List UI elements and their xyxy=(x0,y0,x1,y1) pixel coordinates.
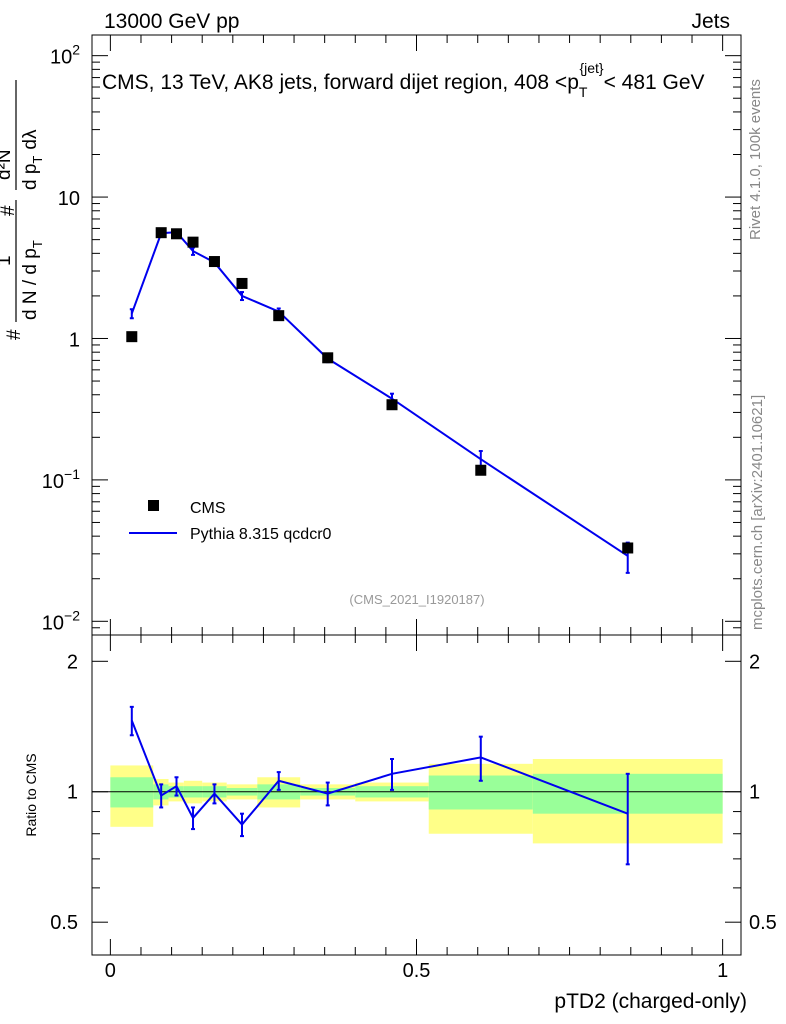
x-tick-label: 1 xyxy=(717,960,728,982)
data-point xyxy=(236,277,248,289)
svg-text:#: # xyxy=(4,329,25,340)
x-axis-label: pTD2 (charged-only) xyxy=(554,990,747,1013)
svg-text:#: # xyxy=(0,205,19,216)
mcplots-label: mcplots.cern.ch [arXiv:2401.10621] xyxy=(749,395,766,630)
svg-text:d²N: d²N xyxy=(0,149,15,180)
rivet-label: Rivet 4.1.0, 100k events xyxy=(747,79,764,240)
legend-cms-label: CMS xyxy=(190,500,226,517)
ratio-y-tick-label: 0.5 xyxy=(50,912,78,934)
svg-text:d pTdλ: d pTdλ xyxy=(20,129,45,190)
main-title: CMS, 13 TeV, AK8 jets, forward dijet reg… xyxy=(102,60,705,100)
data-point xyxy=(208,256,220,268)
data-point xyxy=(187,236,199,248)
data-point xyxy=(322,352,334,364)
ratio-y-tick-label: 2 xyxy=(67,651,78,673)
ratio-y-tick-label: 1 xyxy=(67,782,78,804)
ratio-panel: 0.5 0.51 12 2 0 0.5 1 xyxy=(50,634,777,982)
ratio-y-tick-label-right: 2 xyxy=(749,651,760,673)
data-point xyxy=(155,227,167,239)
y-tick-label: 10 xyxy=(58,188,80,210)
x-tick-label: 0.5 xyxy=(403,960,431,982)
header-right: Jets xyxy=(691,10,730,33)
data-point xyxy=(386,399,398,411)
mc-series xyxy=(129,228,630,574)
main-panel: 10−2 10−1 1 10 102 CMS, 13 TeV, AK8 jets, fo… xyxy=(42,34,742,636)
legend-mc-label: Pythia 8.315 qcdcr0 xyxy=(190,526,332,543)
band-inner xyxy=(110,777,154,808)
analysis-id: (CMS_2021_I1920187) xyxy=(349,592,484,607)
y-tick-label: 10−2 xyxy=(42,607,80,634)
ratio-y-tick-label-right: 1 xyxy=(749,782,760,804)
ratio-y-axis: 0.5 0.5 1 1 2 2 xyxy=(50,651,777,934)
data-series xyxy=(126,227,634,554)
data-point xyxy=(475,464,487,476)
data-point xyxy=(170,228,182,240)
header-left: 13000 GeV pp xyxy=(104,10,239,33)
main-frame xyxy=(91,34,742,636)
svg-text:1: 1 xyxy=(0,255,15,266)
data-point xyxy=(622,542,634,554)
x-tick-label: 0 xyxy=(105,960,116,982)
y-tick-label: 1 xyxy=(69,329,80,351)
y-tick-label: 102 xyxy=(50,42,80,69)
ratio-mc-series xyxy=(129,705,630,866)
main-y-label: # 1 d N / d pT # d²N d pTdλ xyxy=(0,80,45,340)
ratio-y-tick-label-right: 0.5 xyxy=(749,912,777,934)
y-tick-label: 10−1 xyxy=(42,466,80,493)
ratio-x-axis: 0 0.5 1 xyxy=(105,635,728,982)
main-y-axis: 10−2 10−1 1 10 102 xyxy=(42,42,741,636)
ratio-bands xyxy=(110,759,723,844)
data-point xyxy=(126,331,138,343)
svg-text:d N / d pT: d N / d pT xyxy=(20,240,45,320)
data-point xyxy=(273,310,285,322)
legend-cms-marker xyxy=(148,500,159,511)
main-x-ticks xyxy=(109,35,724,635)
ratio-y-label: Ratio to CMS xyxy=(23,753,39,836)
